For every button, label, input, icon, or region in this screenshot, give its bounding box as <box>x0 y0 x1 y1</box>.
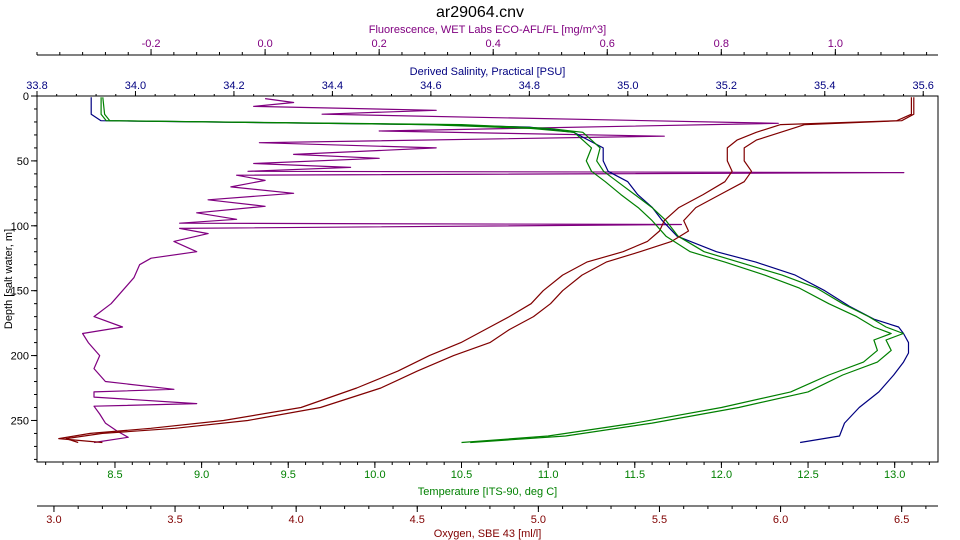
oxygen-tick-label: 3.0 <box>46 514 61 526</box>
oxygen-tick-label: 4.0 <box>289 514 304 526</box>
chart-title: ar29064.cnv <box>436 4 524 21</box>
fluorescence-profile-line <box>81 98 905 444</box>
temperature-tick-label: 13.0 <box>884 469 905 481</box>
depth-axis-title: Depth [salt water, m] <box>3 229 15 329</box>
oxygen-profile-line <box>65 97 915 444</box>
temperature-tick-label: 8.5 <box>107 469 122 481</box>
fluorescence-tick-label: 1.0 <box>828 38 843 50</box>
temperature-tick-label: 12.0 <box>711 469 732 481</box>
depth-tick-label: 0 <box>23 91 29 103</box>
temperature-tick-label: 11.5 <box>624 469 645 481</box>
axes-layer: -0.2 0.0 0.2 0.4 0.6 0.8 1.0 Fluorescence, WET … <box>3 24 938 540</box>
oxygen-tick-label: 4.5 <box>410 514 425 526</box>
fluorescence-tick-label: 0.2 <box>372 38 387 50</box>
salinity-tick-label: 34.2 <box>223 80 244 92</box>
temperature-profile-line <box>100 97 904 444</box>
depth-tick-label: 250 <box>11 415 29 427</box>
depth-tick-label: 100 <box>11 221 29 233</box>
depth-tick-label: 150 <box>11 286 29 298</box>
salinity-tick-label: 35.0 <box>617 80 638 92</box>
temperature-tick-label: 10.5 <box>451 469 472 481</box>
temperature-tick-label: 12.5 <box>797 469 818 481</box>
fluorescence-tick-label: 0.8 <box>714 38 729 50</box>
fluorescence-tick-label: 0.6 <box>600 38 615 50</box>
oxygen-tick-label: 6.0 <box>773 514 788 526</box>
salinity-tick-label: 34.0 <box>125 80 146 92</box>
oxygen-axis-title: Oxygen, SBE 43 [ml/l] <box>434 528 542 540</box>
salinity-tick-label: 35.6 <box>913 80 934 92</box>
temperature-tick-label: 11.0 <box>538 469 559 481</box>
temperature-axis-title: Temperature [ITS-90, deg C] <box>418 486 557 498</box>
fluorescence-tick-label: 0.4 <box>486 38 501 50</box>
salinity-tick-label: 35.2 <box>716 80 737 92</box>
temperature-tick-label: 10.0 <box>364 469 385 481</box>
fluorescence-axis-title: Fluorescence, WET Labs ECO-AFL/FL [mg/m^… <box>369 24 606 36</box>
salinity-tick-label: 34.8 <box>519 80 540 92</box>
depth-tick-label: 50 <box>17 156 29 168</box>
oxygen-tick-label: 6.5 <box>894 514 909 526</box>
oxygen-tick-label: 5.5 <box>652 514 667 526</box>
oxygen-tick-label: 3.5 <box>167 514 182 526</box>
fluorescence-tick-label: -0.2 <box>142 38 161 50</box>
salinity-tick-label: 35.4 <box>814 80 835 92</box>
temperature-tick-label: 9.0 <box>194 469 209 481</box>
series-layer <box>58 97 915 444</box>
oxygen-tick-label: 5.0 <box>531 514 546 526</box>
salinity-tick-label: 34.4 <box>322 80 343 92</box>
fluorescence-tick-label: 0.0 <box>257 38 272 50</box>
temperature-tick-label: 9.5 <box>281 469 296 481</box>
salinity-tick-label: 33.8 <box>26 80 47 92</box>
plot-area <box>36 95 939 463</box>
depth-tick-label: 200 <box>11 351 29 363</box>
temperature-profile-line <box>102 97 892 444</box>
salinity-tick-label: 34.6 <box>420 80 441 92</box>
oxygen-profile-line <box>58 97 913 444</box>
salinity-axis-title: Derived Salinity, Practical [PSU] <box>410 66 566 78</box>
